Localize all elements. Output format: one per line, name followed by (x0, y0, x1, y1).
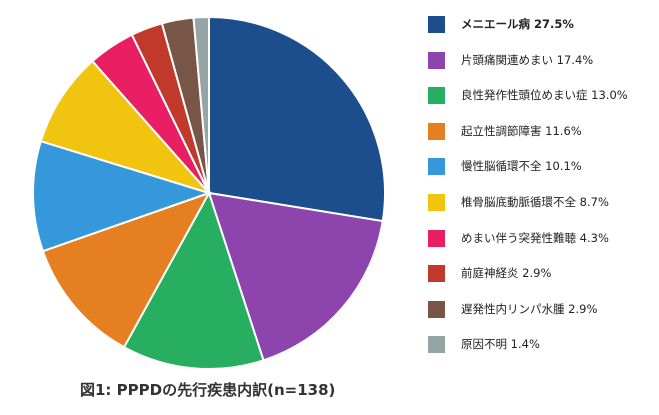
legend-item-3: 起立性調節障害 11.6% (428, 121, 628, 157)
legend-item-1: 片頭痛関連めまい 17.4% (428, 50, 628, 86)
legend-label-1: 片頭痛関連めまい 17.4% (461, 52, 594, 67)
pie-slice-9 (192, 15, 210, 194)
legend-item-7: 前庭神経炎 2.9% (428, 263, 628, 299)
legend-swatch-2 (428, 87, 445, 105)
legend-label-3: 起立性調節障害 11.6% (461, 123, 582, 138)
legend-swatch-1 (428, 51, 445, 69)
legend-item-5: 椎骨脳底動脈循環不全 8.7% (428, 192, 628, 228)
legend-item-6: めまい伴う突発性難聴 4.3% (428, 228, 628, 264)
legend-item-4: 慢性脳循環不全 10.1% (428, 156, 628, 192)
legend-label-9: 原因不明 1.4% (461, 337, 540, 352)
legend-label-5: 椎骨脳底動脈循環不全 8.7% (461, 194, 609, 209)
legend-item-9: 原因不明 1.4% (428, 334, 628, 370)
legend-swatch-4 (428, 158, 445, 176)
legend-item-0: メニエール病 27.5% (428, 14, 628, 50)
legend-label-6: めまい伴う突発性難聴 4.3% (461, 230, 609, 245)
legend-item-2: 良性発作性頭位めまい症 13.0% (428, 85, 628, 121)
legend-label-7: 前庭神経炎 2.9% (461, 266, 552, 281)
pie-slice-0 (208, 15, 386, 223)
legend-swatch-0 (428, 16, 445, 33)
legend-swatch-6 (428, 229, 445, 247)
pie-slice-4 (32, 139, 213, 253)
pie-slice-3 (41, 191, 212, 349)
legend-label-8: 遅発性内リンパ水腫 2.9% (461, 301, 598, 316)
pie-slice-2 (122, 190, 265, 370)
pie-chart (32, 15, 386, 370)
chart-legend: メニエール病 27.5% 片頭痛関連めまい 17.4% 良性発作性頭位めまい症 13… (428, 14, 628, 370)
chart-caption: 図1: PPPDの先行疾患内訳(n=138) (80, 381, 336, 399)
legend-swatch-7 (428, 265, 445, 283)
legend-swatch-8 (428, 300, 445, 318)
legend-label-0: メニエール病 27.5% (461, 17, 574, 31)
legend-label-2: 良性発作性頭位めまい症 13.0% (461, 88, 628, 103)
pie-slice-5 (39, 59, 213, 196)
legend-swatch-5 (428, 193, 445, 211)
legend-swatch-3 (428, 122, 445, 140)
legend-swatch-9 (428, 336, 445, 354)
legend-label-4: 慢性脳循環不全 10.1% (461, 159, 582, 174)
legend-item-8: 遅発性内リンパ水腫 2.9% (428, 299, 628, 335)
pie-slice-1 (207, 191, 384, 362)
